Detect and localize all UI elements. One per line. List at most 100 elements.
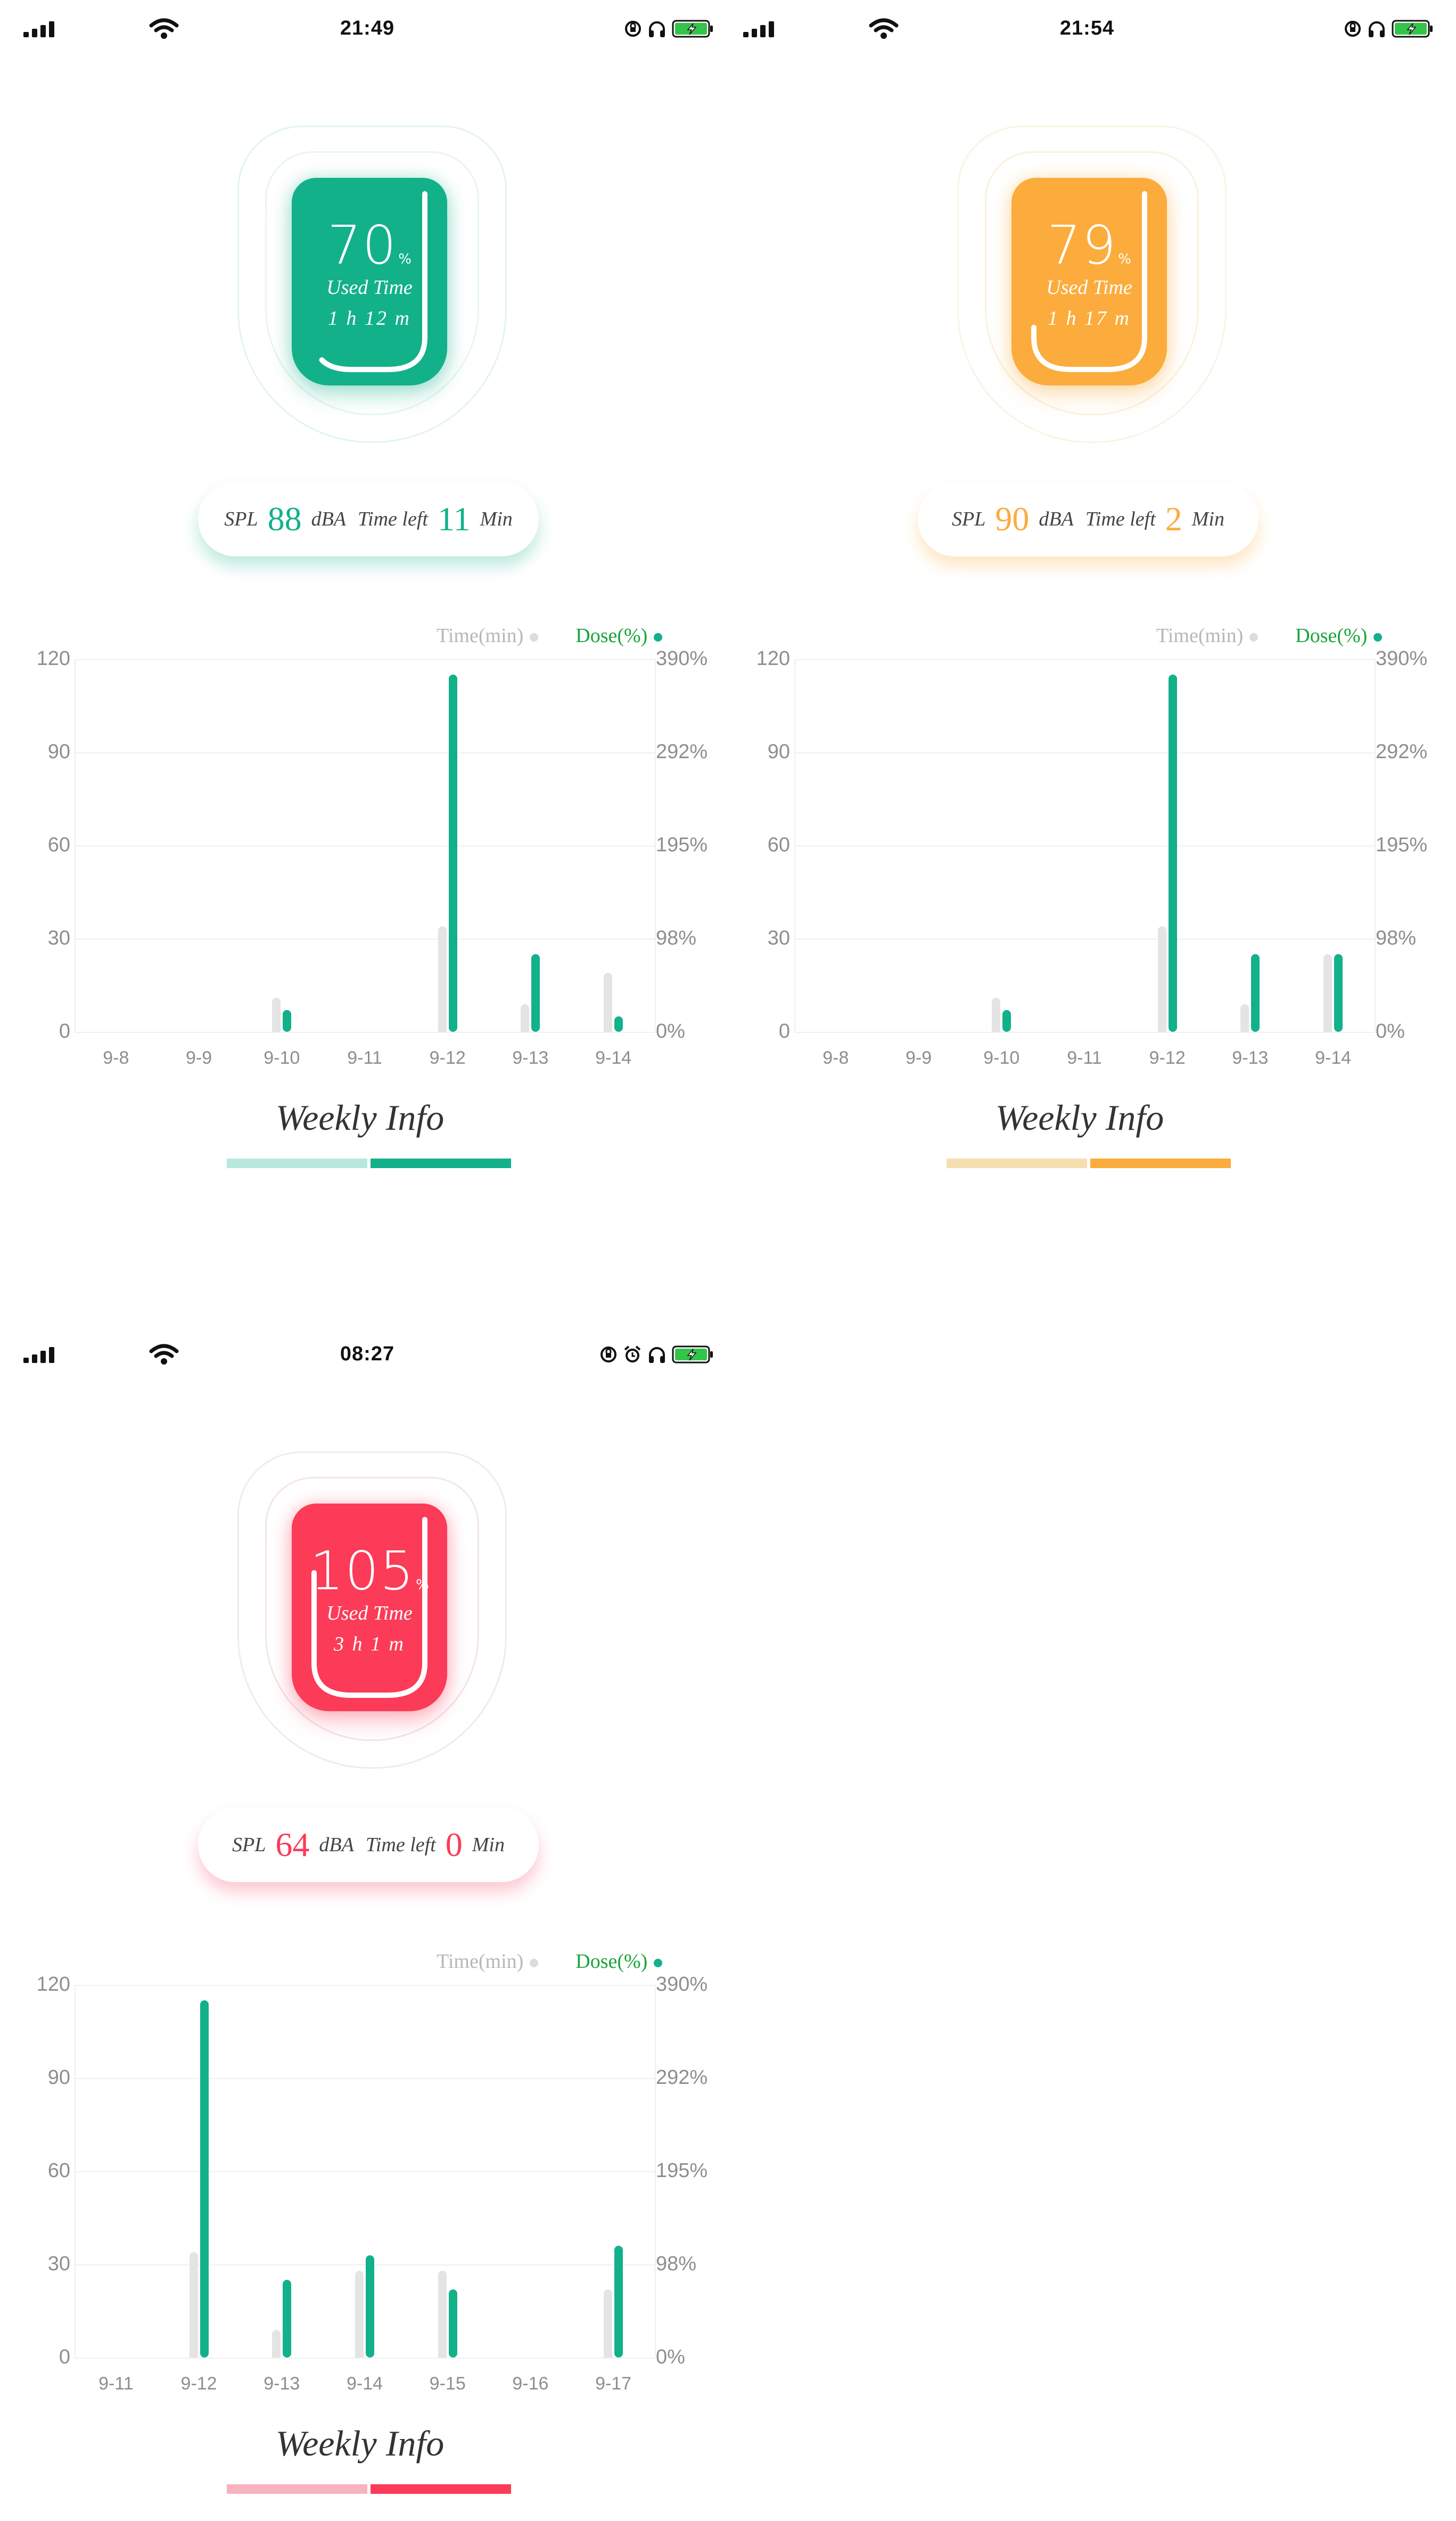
gridline [794,752,1375,753]
dose-bar[interactable] [1002,1010,1011,1032]
time-bar[interactable] [1157,926,1166,1032]
y-left-tick-label: 60 [47,834,70,856]
gridline [75,2171,655,2172]
time-bar[interactable] [604,973,613,1032]
dose-bar[interactable] [448,675,457,1032]
dose-bar[interactable] [200,2000,209,2358]
gridline [75,752,655,753]
battery-charging-icon [672,19,714,41]
time-bar[interactable] [438,926,447,1032]
gridline [794,1032,1375,1033]
legend-dose-label: Dose(%) [1295,625,1368,647]
y-left-tick-label: 30 [767,927,790,949]
time-bar[interactable] [1323,954,1332,1032]
dose-percent-unit: % [398,251,412,267]
y-left-tick-label: 90 [47,2066,70,2089]
dose-bar[interactable] [614,2246,623,2358]
status-time: 21:54 [1059,17,1115,39]
time-left-value: 0 [445,1826,463,1863]
y-left-tick-label: 60 [47,2159,70,2182]
dose-bar[interactable] [1251,954,1260,1032]
dose-progress-arc [1031,191,1147,372]
legend-dose[interactable]: Dose(%) [575,1950,663,1973]
y-left-tick-label: 60 [767,834,790,856]
x-tick-label: 9-14 [595,1048,632,1068]
time-bar[interactable] [521,1004,530,1032]
page-indicator-inactive[interactable] [227,2484,367,2494]
dose-badge[interactable]: 79% Used Time 1 h 17 m [1011,178,1167,385]
x-tick-label: 9-13 [264,2374,300,2394]
status-icons [599,1344,714,1367]
y-right-tick-label: 0% [1376,1020,1405,1042]
dose-bar[interactable] [1334,954,1343,1032]
x-tick-label: 9-13 [1232,1048,1269,1068]
dose-bar[interactable] [1168,675,1177,1032]
time-bar[interactable] [1240,1004,1249,1032]
battery-charging-icon [672,1345,714,1367]
app-screen-2: 21:54 79% Used Time 1 h 17 m SPL 90 dBA … [720,0,1439,1257]
weekly-info-title: Weekly Info [275,2423,445,2463]
page-indicator-inactive[interactable] [947,1159,1087,1168]
page-indicator-inactive[interactable] [227,1159,367,1168]
time-bar[interactable] [189,2252,198,2358]
legend-time[interactable]: Time(min) [1156,624,1258,647]
dose-badge[interactable]: 70% Used Time 1 h 12 m [292,178,447,385]
dose-bar[interactable] [283,2280,292,2358]
page-indicator-active[interactable] [1090,1159,1231,1168]
gridline [75,1985,655,1986]
time-bar[interactable] [604,2289,613,2358]
time-bar[interactable] [438,2270,447,2358]
gridline [75,2078,655,2079]
used-time-value: 3 h 1 m [334,1633,405,1655]
x-tick-label: 9-15 [429,2374,466,2394]
legend-dose-dot [1373,633,1383,642]
y-right-tick-label: 195% [656,2159,708,2182]
page-indicator-active[interactable] [371,1159,511,1168]
y-left-tick-label: 0 [778,1020,790,1042]
x-tick-label: 9-14 [1315,1048,1352,1068]
y-axis-right [655,659,656,1032]
dose-bar[interactable] [531,954,540,1032]
time-bar[interactable] [272,2329,281,2358]
dose-bar[interactable] [283,1010,292,1032]
spl-value: 90 [995,500,1030,538]
signal-icon [23,1347,54,1363]
time-left-value: 2 [1165,500,1182,538]
legend-time[interactable]: Time(min) [437,1950,539,1973]
status-icons [1344,18,1434,42]
y-axis-right [1375,659,1376,1032]
y-right-tick-label: 98% [656,2253,697,2275]
x-tick-label: 9-9 [185,1048,212,1068]
dose-percent-unit: % [1118,251,1131,267]
y-left-tick-label: 90 [47,741,70,763]
time-bar[interactable] [992,997,1001,1032]
status-time: 21:49 [340,17,395,39]
dose-percent-value: 105 [310,1540,415,1602]
dose-bar[interactable] [448,2289,457,2358]
y-left-tick-label: 30 [47,927,70,949]
dose-bar[interactable] [614,1016,623,1032]
weekly-chart: Time(min) Dose(%) 120 390% 90 292% 60 195% 30 9… [0,612,720,1091]
time-bar[interactable] [355,2270,364,2358]
dose-progress-arc [311,191,427,372]
dose-bar[interactable] [366,2255,374,2358]
time-bar[interactable] [272,997,281,1032]
y-left-tick-label: 0 [59,2346,70,2368]
legend-dose[interactable]: Dose(%) [1295,624,1383,647]
legend-dose[interactable]: Dose(%) [575,624,663,647]
time-left-unit: Min [480,508,513,530]
wifi-icon [149,18,179,39]
dose-badge[interactable]: 105% Used Time 3 h 1 m [292,1504,447,1711]
gridline [75,659,655,660]
headphones-icon [647,20,667,40]
y-axis-right [655,1985,656,2358]
spl-unit: dBA [311,508,346,530]
chart-legend: Time(min) Dose(%) [437,624,663,647]
spl-unit: dBA [319,1834,354,1856]
x-tick-label: 9-8 [103,1048,129,1068]
legend-time[interactable]: Time(min) [437,624,539,647]
page-indicator-active[interactable] [371,2484,511,2494]
x-tick-label: 9-14 [346,2374,383,2394]
dose-percent-unit: % [416,1577,429,1593]
spl-summary-pill: SPL 88 dBA Time left 11 Min [198,482,539,556]
